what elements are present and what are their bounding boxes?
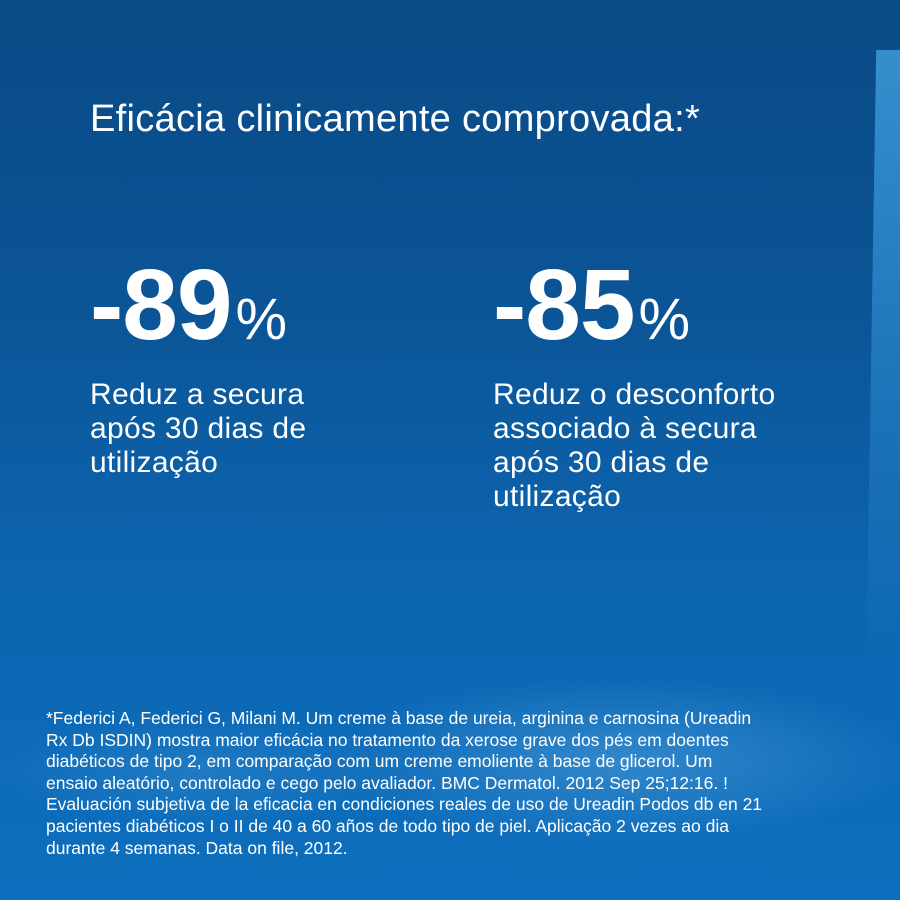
description-line: após 30 dias de bbox=[493, 446, 710, 479]
page-title: Eficácia clinicamente comprovada:* bbox=[90, 98, 701, 140]
footnote-line: ensaio aleatório, controlado e cego pelo… bbox=[46, 772, 728, 793]
description-line: utilização bbox=[90, 446, 219, 479]
stat-number: -89 bbox=[90, 249, 233, 361]
description-line: utilização bbox=[493, 480, 622, 513]
footnote-line: diabéticos de tipo 2, em comparação com … bbox=[46, 751, 713, 772]
footnote-line: durante 4 semanas. Data on file, 2012. bbox=[46, 837, 348, 858]
description-line: Reduz o desconforto bbox=[493, 378, 776, 411]
stat-description: Reduz a secura após 30 dias de utilizaçã… bbox=[90, 378, 306, 480]
description-line: associado à secura bbox=[493, 412, 757, 445]
stat-value: -85% bbox=[493, 255, 776, 370]
stat-dryness: -89% Reduz a secura após 30 dias de util… bbox=[90, 255, 306, 480]
footnote-line: *Federici A, Federici G, Milani M. Um cr… bbox=[46, 708, 752, 728]
description-line: Reduz a secura bbox=[90, 378, 305, 411]
stat-value: -89% bbox=[90, 255, 306, 370]
stat-description: Reduz o desconforto associado à secura a… bbox=[493, 378, 776, 514]
description-line: após 30 dias de bbox=[90, 412, 307, 445]
footnote: *Federici A, Federici G, Milani M. Um cr… bbox=[46, 708, 762, 859]
footnote-line: pacientes diabéticos I o II de 40 a 60 a… bbox=[46, 815, 729, 836]
product-edge-decoration bbox=[866, 50, 900, 670]
footnote-line: Rx Db ISDIN) mostra maior eficácia no tr… bbox=[46, 729, 729, 750]
stat-number: -85 bbox=[493, 249, 636, 361]
footnote-line: Evaluación subjetiva de la eficacia en c… bbox=[46, 794, 763, 815]
stat-unit: % bbox=[638, 287, 691, 352]
stat-unit: % bbox=[235, 287, 288, 352]
stat-discomfort: -85% Reduz o desconforto associado à sec… bbox=[493, 255, 776, 514]
